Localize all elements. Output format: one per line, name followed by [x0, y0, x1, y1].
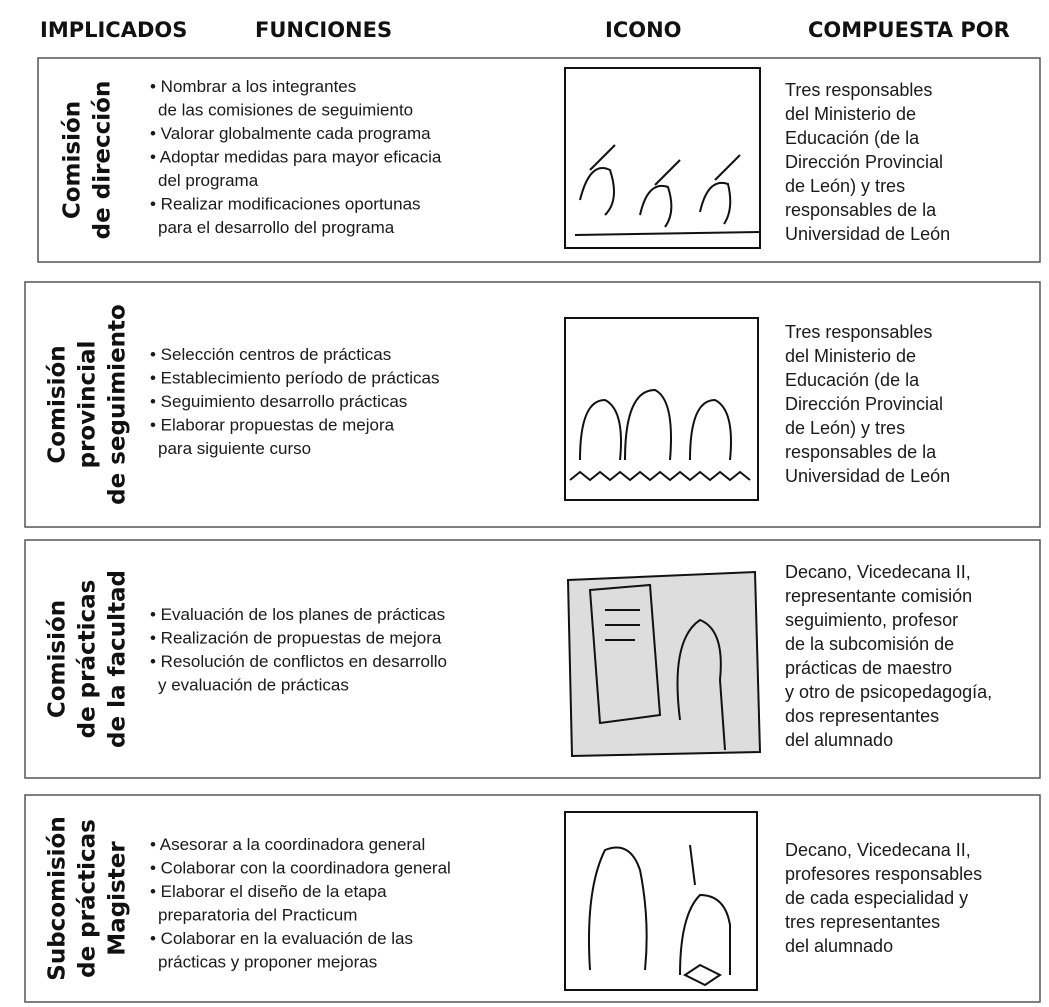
funcion-line: • Realización de propuestas de mejora: [150, 629, 442, 648]
column-header: ICONO: [605, 18, 682, 42]
funcion-line: y evaluación de prácticas: [158, 676, 349, 695]
compuesta-line: y otro de psicopedagogía,: [785, 682, 992, 702]
icon-3: [566, 570, 762, 758]
compuesta-line: prácticas de maestro: [785, 658, 952, 678]
funcion-line: • Seguimiento desarrollo prácticas: [150, 392, 407, 411]
funcion-line: • Evaluación de los planes de prácticas: [150, 605, 445, 624]
implicado-label: Subcomisión: [45, 816, 71, 980]
column-header: IMPLICADOS: [40, 18, 187, 42]
compuesta-line: Educación (de la: [785, 370, 920, 390]
implicado-label: Comisión: [45, 345, 71, 463]
compuesta-line: Dirección Provincial: [785, 152, 943, 172]
compuesta-line: del alumnado: [785, 730, 893, 750]
implicado-label: Magister: [105, 841, 131, 956]
funcion-line: • Realizar modificaciones oportunas: [150, 195, 421, 214]
compuesta-line: Educación (de la: [785, 128, 920, 148]
funcion-line: • Adoptar medidas para mayor eficacia: [150, 148, 442, 167]
compuesta-line: de la subcomisión de: [785, 634, 954, 654]
icon-1: [564, 67, 761, 249]
compuesta-line: del alumnado: [785, 936, 893, 956]
implicado-label: provincial: [75, 341, 101, 469]
compuesta-line: Universidad de León: [785, 224, 950, 244]
compuesta-line: Tres responsables: [785, 322, 932, 342]
funcion-line: • Elaborar el diseño de la etapa: [150, 882, 387, 901]
compuesta-line: del Ministerio de: [785, 346, 916, 366]
implicado-label: de prácticas: [75, 580, 101, 739]
funcion-line: para siguiente curso: [158, 439, 311, 458]
compuesta-line: Dirección Provincial: [785, 394, 943, 414]
compuesta-line: Decano, Vicedecana II,: [785, 840, 971, 860]
funcion-line: • Elaborar propuestas de mejora: [150, 416, 395, 435]
implicado-label: de seguimiento: [105, 304, 131, 505]
funcion-line: • Selección centros de prácticas: [150, 345, 391, 364]
icon-2: [564, 317, 759, 501]
implicado-label: de dirección: [90, 81, 116, 240]
row-frame: [24, 794, 1041, 1003]
funcion-line: • Nombrar a los integrantes: [150, 77, 356, 96]
compuesta-line: del Ministerio de: [785, 104, 916, 124]
funcion-line: • Valorar globalmente cada programa: [150, 124, 431, 143]
row-frame: [37, 57, 1041, 263]
row-frame: [24, 281, 1041, 528]
implicado-label: de prácticas: [75, 819, 101, 978]
compuesta-line: de cada especialidad y: [785, 888, 968, 908]
compuesta-line: representante comisión: [785, 586, 972, 606]
funcion-line: • Resolución de conflictos en desarrollo: [150, 652, 447, 671]
funcion-line: preparatoria del Practicum: [158, 906, 357, 925]
funcion-line: • Colaborar en la evaluación de las: [150, 929, 413, 948]
compuesta-line: dos representantes: [785, 706, 939, 726]
funcion-line: • Asesorar a la coordinadora general: [150, 835, 425, 854]
compuesta-line: responsables de la: [785, 200, 937, 220]
compuesta-line: profesores responsables: [785, 864, 982, 884]
compuesta-line: Tres responsables: [785, 80, 932, 100]
funcion-line: del programa: [158, 171, 259, 190]
compuesta-line: de León) y tres: [785, 418, 905, 438]
compuesta-line: Universidad de León: [785, 466, 950, 486]
funcion-line: prácticas y proponer mejoras: [158, 953, 377, 972]
icon-4: [564, 811, 758, 991]
compuesta-line: tres representantes: [785, 912, 940, 932]
funcion-line: • Colaborar con la coordinadora general: [150, 859, 451, 878]
compuesta-line: responsables de la: [785, 442, 937, 462]
column-header: COMPUESTA POR: [808, 18, 1010, 42]
compuesta-line: Decano, Vicedecana II,: [785, 562, 971, 582]
funcion-line: • Establecimiento período de prácticas: [150, 369, 439, 388]
implicado-label: de la facultad: [105, 570, 131, 748]
row-frame: [24, 539, 1041, 779]
funcion-line: de las comisiones de seguimiento: [158, 101, 413, 120]
implicado-label: Comisión: [60, 101, 86, 219]
implicado-label: Comisión: [45, 600, 71, 718]
compuesta-line: seguimiento, profesor: [785, 610, 958, 630]
funcion-line: para el desarrollo del programa: [158, 218, 395, 237]
compuesta-line: de León) y tres: [785, 176, 905, 196]
column-header: FUNCIONES: [255, 18, 392, 42]
